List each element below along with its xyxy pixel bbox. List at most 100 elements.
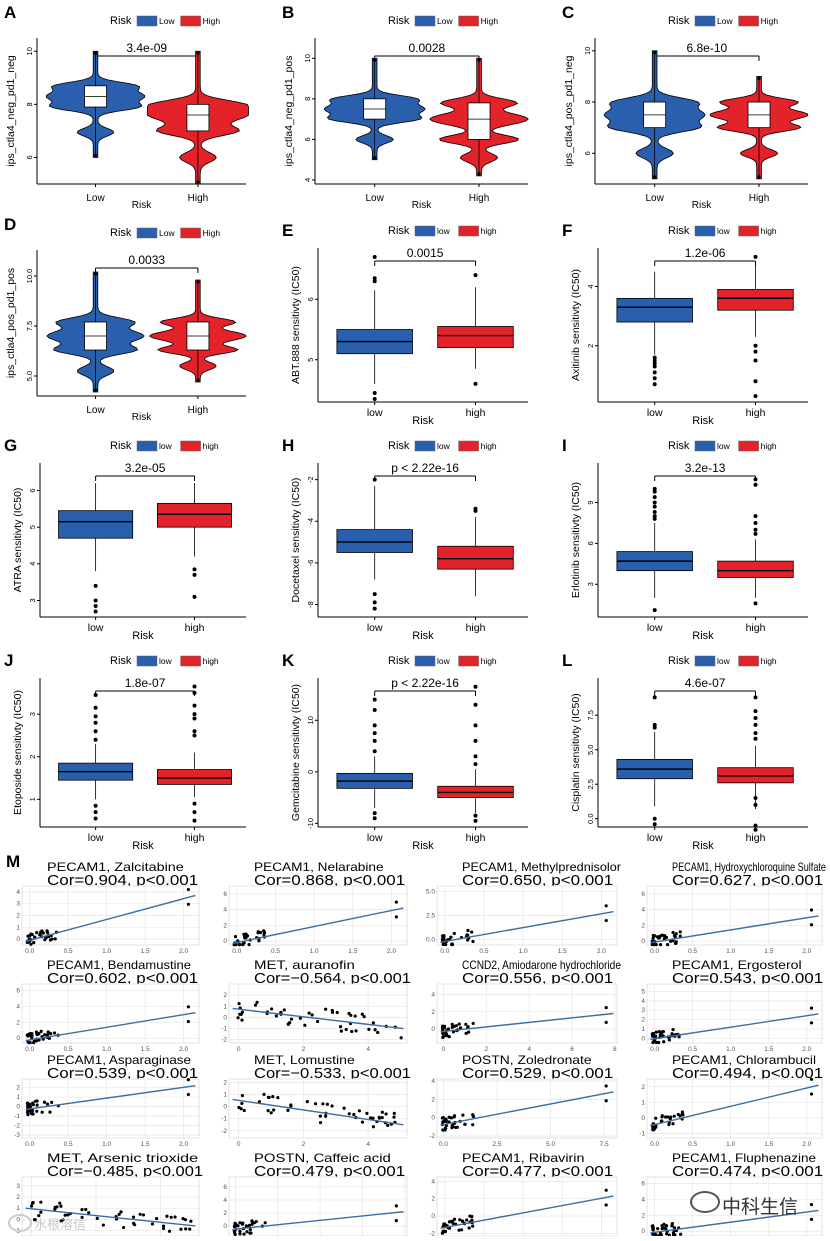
box-outlier [753,520,758,525]
y-tick-label: 0 [641,1228,645,1235]
scatter-point [651,933,655,938]
scatter-point [243,936,247,940]
x-axis-label: Risk [132,840,154,852]
y-tick-label: 2 [16,1019,20,1026]
scatter-point [186,902,190,906]
scatter-title: POSTN, Caffeic acid [254,1151,391,1165]
scatter-point [270,1007,274,1011]
scatter-point [26,1110,30,1115]
legend-title: Risk [388,655,410,667]
scatter-point [80,1215,84,1219]
box-outlier [372,255,377,260]
scatter-point [35,1032,40,1036]
watermark-right: 中科生信 [722,1196,799,1218]
x-axis-label: Risk [692,415,714,427]
legend-swatch-high [180,227,201,239]
scatter-point [471,1123,475,1127]
violin-point [757,76,761,81]
y-tick-label: 2 [641,922,645,929]
scatter-point [39,1200,43,1204]
scatter-point [444,942,448,947]
y-tick-label: -10 [306,818,315,829]
scatter-point [241,1221,245,1225]
y-tick-label: 2 [28,755,37,759]
x-tick-label: 1.0 [102,1046,111,1053]
scatter-point [245,1230,249,1234]
scatter-point [233,935,238,939]
scatter-point [656,935,661,939]
scatter-point [188,1227,192,1231]
box-outlier [372,723,377,728]
box-outlier [192,572,197,577]
x-tick-label: 2 [302,1046,306,1053]
scatter-point [399,1036,403,1040]
box-outlier [473,723,478,728]
legend-item: low [437,226,451,236]
y-tick-label: 1 [223,1003,227,1010]
scatter-point [678,1114,682,1118]
legend-swatch-low [694,15,716,27]
panel-letter: C [562,3,574,22]
x-tick-label: 5.0 [546,1141,555,1148]
x-tick-label: 2.0 [802,948,811,955]
scatter-point [660,1226,664,1231]
box-panel-e: E Risk low high 5 6 ABT.888 sensitivty (IC50) l… [282,221,528,427]
legend-swatch-low [694,440,716,452]
y-tick-label: 10 [306,716,315,724]
violin-point [196,280,200,284]
scatter-point [307,1011,311,1015]
scatter-point [459,1228,464,1232]
x-tick-label: High [188,405,209,416]
panel-letter: A [4,3,16,22]
x-tick-label: high [185,832,205,844]
box-outlier [753,527,758,532]
scatter-point [121,1225,126,1230]
y-tick-label: 4 [641,907,645,914]
x-tick-label: 0 [442,1046,446,1053]
x-tick-label: 0.0 [650,1141,659,1148]
box-outlier [473,738,478,743]
scatter-point [45,1102,50,1106]
scatter-point [660,1030,664,1034]
scatter-point [119,1210,123,1214]
scatter-point [471,1021,475,1026]
scatter-point [664,1224,669,1228]
scatter-point [45,1033,50,1037]
scatter-point [186,1078,190,1082]
scatter-point [809,1006,814,1010]
x-tick-label: 1.0 [102,948,111,955]
legend-swatch-high [738,15,759,27]
x-tick-label: 0.5 [271,948,280,955]
scatter-cor: Cor=0.477, p<0.001 [462,1163,613,1180]
scatter-point [186,1005,190,1009]
x-tick-label: 0.0 [440,948,449,955]
scatter-title: PECAM1, Bendamustine [47,958,191,972]
scatter-cor: Cor=0.529, p<0.001 [462,1065,613,1082]
scatter-point [117,1212,121,1216]
violin-point [477,58,481,62]
box-outlier [192,712,197,717]
box-outlier [93,583,98,588]
scatter-point [678,1232,683,1236]
panel-letter: H [282,436,294,455]
x-tick-label: 1.0 [102,1141,111,1148]
box-outlier [192,690,197,695]
box-high [437,326,514,349]
scatter-point [35,931,39,935]
scatter-point [671,1231,676,1235]
scatter-cor: Cor=0.494, p<0.001 [672,1065,823,1082]
box-outlier [192,703,197,708]
fit-line [650,1209,819,1234]
legend-item: high [481,656,497,666]
x-axis-label: Risk [692,200,712,211]
scatter-point [39,1210,43,1214]
scatter-point [141,1213,146,1217]
legend-title: Risk [110,15,132,27]
scatter-plot-area [21,1176,200,1237]
box-outlier [753,254,758,259]
x-tick-label: high [466,622,486,634]
y-axis-label: ips_ctla4_pos_pd1_pos [5,268,17,378]
scatter-point [318,1114,322,1118]
